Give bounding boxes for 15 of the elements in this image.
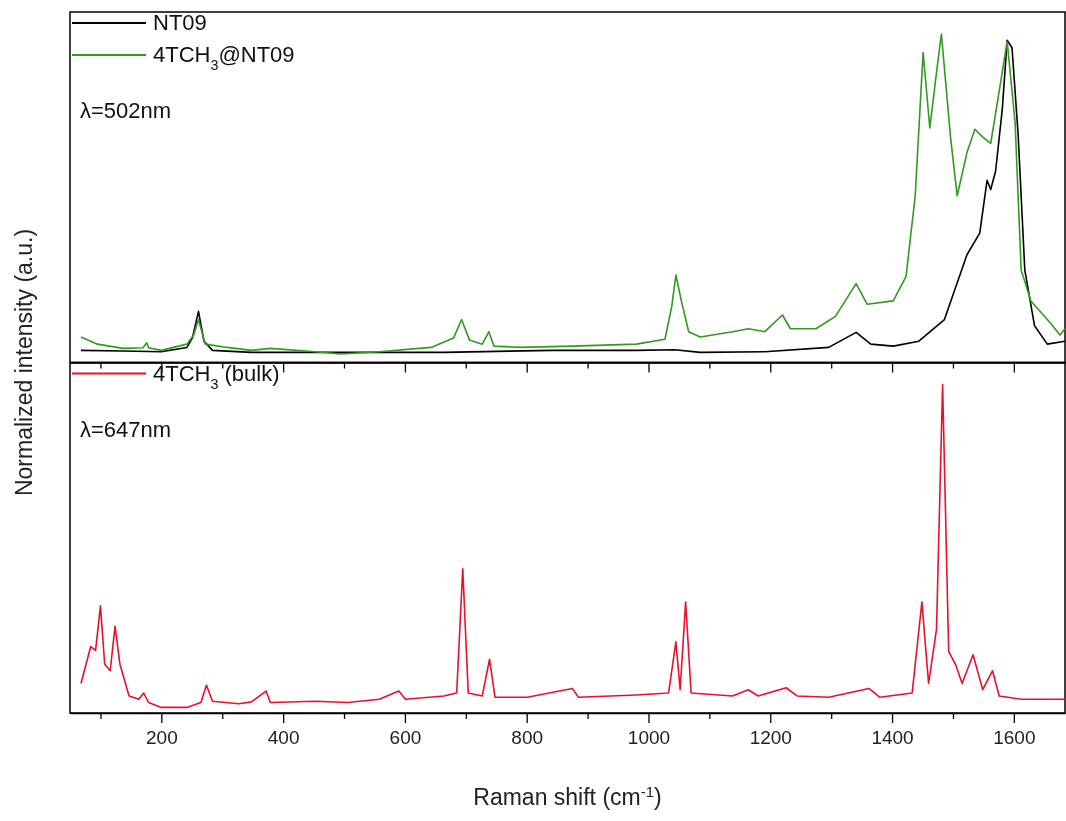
annotation: λ=647nm — [80, 416, 172, 442]
x-tick-label: 800 — [511, 727, 544, 749]
x-tick-label: 600 — [389, 727, 422, 749]
annotation: λ=502nm — [80, 98, 172, 123]
x-axis-title: Raman shift (cm$^{-1}$) — [473, 782, 662, 810]
x-tick-label: 1400 — [871, 727, 914, 749]
x-tick-label: 400 — [267, 727, 300, 749]
legend-label: NT09 — [153, 10, 207, 35]
x-tick-label: 1000 — [627, 727, 671, 749]
y-axis-title: Normalized intensity (a.u.) — [11, 228, 37, 497]
x-tick-label: 200 — [145, 727, 178, 749]
legend-label: 4TCH$_{3}$ (bulk) — [153, 360, 280, 392]
x-tick-label: 1600 — [993, 727, 1036, 749]
x-tick-label: 1200 — [749, 727, 792, 749]
legend-label: 4TCH$_{3}$@NT09 — [153, 42, 295, 73]
